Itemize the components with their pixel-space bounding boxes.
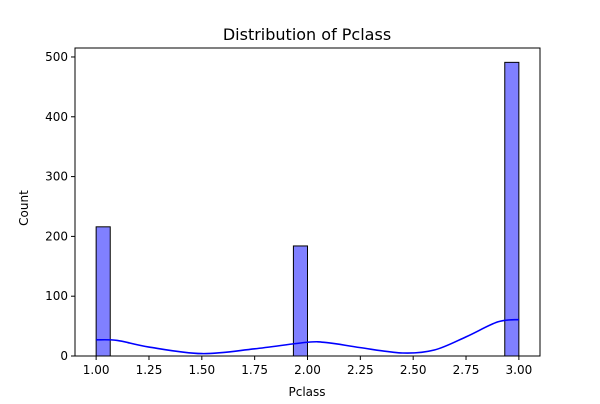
histogram-bar-3 [504,61,520,357]
y-tick-label: 0 [60,349,68,363]
x-tick-label: 1.00 [83,363,110,377]
histogram-bar-1 [95,226,111,357]
kde-curve [96,318,519,355]
x-tick-label: 2.00 [294,363,321,377]
x-tick-label: 2.75 [453,363,480,377]
x-tick-label: 1.75 [241,363,268,377]
y-tick-label: 200 [45,229,68,243]
chart-title: Distribution of Pclass [223,25,391,44]
plot-area: 1.00 1.25 1.50 1.75 2.00 2.25 2.50 2.75 3.00 0 100… [45,47,541,377]
y-tick-label: 500 [45,50,68,64]
y-tick-label: 300 [45,170,68,184]
y-tick-label: 100 [45,289,68,303]
y-tick-label: 400 [45,110,68,124]
x-tick-label: 3.00 [506,363,533,377]
x-axis-label: Pclass [288,385,325,399]
x-tick-label: 1.25 [136,363,163,377]
x-tick-label: 2.25 [347,363,374,377]
y-axis-label: Count [17,190,31,226]
x-tick-label: 1.50 [188,363,215,377]
histogram-bar-2 [292,245,308,357]
x-tick-label: 2.50 [400,363,427,377]
